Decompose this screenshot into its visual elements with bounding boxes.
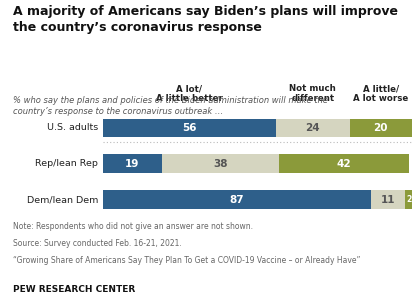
Bar	[405, 190, 412, 209]
Text: 19: 19	[125, 159, 139, 169]
Text: Not much
different: Not much different	[289, 84, 336, 103]
Bar	[103, 155, 162, 173]
Text: 42: 42	[336, 159, 351, 169]
Text: 87: 87	[230, 195, 244, 205]
Bar	[279, 155, 409, 173]
Bar	[103, 190, 371, 209]
Text: % who say the plans and policies of the Biden administration will make the
count: % who say the plans and policies of the …	[13, 96, 328, 117]
Text: 56: 56	[182, 123, 197, 133]
Text: 11: 11	[381, 195, 396, 205]
Text: “Growing Share of Americans Say They Plan To Get a COVID-19 Vaccine – or Already: “Growing Share of Americans Say They Pla…	[13, 256, 360, 264]
Text: Rep/lean Rep: Rep/lean Rep	[35, 159, 98, 168]
Text: Note: Respondents who did not give an answer are not shown.: Note: Respondents who did not give an an…	[13, 222, 252, 231]
Text: Source: Survey conducted Feb. 16-21, 2021.: Source: Survey conducted Feb. 16-21, 202…	[13, 239, 181, 248]
Bar	[162, 155, 279, 173]
Bar	[371, 190, 405, 209]
Text: 20: 20	[373, 123, 388, 133]
Text: PEW RESEARCH CENTER: PEW RESEARCH CENTER	[13, 285, 135, 294]
Text: A little/
A lot worse: A little/ A lot worse	[353, 84, 408, 103]
Text: 2: 2	[406, 195, 411, 204]
Text: A lot/
A little better: A lot/ A little better	[156, 84, 223, 103]
Text: 24: 24	[305, 123, 320, 133]
Text: U.S. adults: U.S. adults	[47, 123, 98, 132]
Bar	[350, 118, 412, 137]
Bar	[276, 118, 350, 137]
Text: A majority of Americans say Biden’s plans will improve
the country’s coronavirus: A majority of Americans say Biden’s plan…	[13, 5, 398, 34]
Text: 38: 38	[213, 159, 228, 169]
Text: Dem/lean Dem: Dem/lean Dem	[27, 195, 98, 204]
Bar	[103, 118, 276, 137]
